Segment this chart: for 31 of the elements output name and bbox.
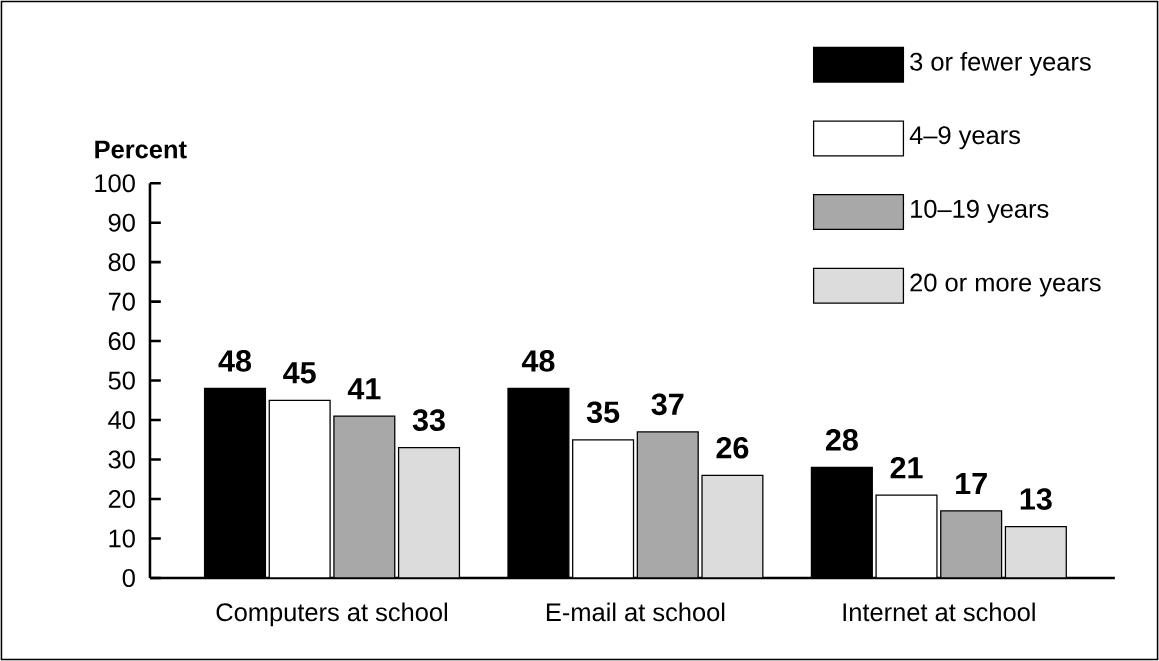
legend-label: 20 or more years — [910, 273, 1101, 297]
y-tick-label: 0 — [122, 568, 135, 587]
data-label: 13 — [1020, 488, 1052, 510]
data-label: 21 — [890, 456, 923, 479]
y-tick-label: 60 — [108, 332, 135, 351]
data-label: 48 — [218, 350, 252, 372]
y-tick-label: 90 — [108, 213, 135, 232]
x-tick-label: E-mail at school — [546, 602, 725, 622]
y-tick-label: 40 — [108, 411, 135, 430]
data-label: 45 — [283, 362, 316, 384]
legend-label: 4–9 years — [909, 126, 1021, 150]
legend-label: 3 or fewer years — [910, 52, 1091, 76]
y-tick-label: 30 — [108, 450, 135, 469]
y-tick-label: 50 — [108, 371, 135, 390]
data-label: 33 — [412, 409, 445, 431]
y-tick-label: 80 — [108, 253, 135, 272]
y-tick-label: 10 — [109, 529, 135, 548]
data-label: 35 — [586, 401, 620, 424]
legend-label: 10–19 years — [911, 199, 1049, 223]
y-tick-label: 20 — [108, 490, 135, 509]
x-tick-label: Internet at school — [843, 602, 1035, 622]
y-tick-label: 70 — [108, 292, 135, 311]
x-tick-label: Computers at school — [216, 602, 447, 627]
data-label: 48 — [521, 350, 555, 372]
data-label: 26 — [716, 436, 749, 459]
data-label: 41 — [347, 378, 381, 400]
data-label: 28 — [825, 429, 858, 451]
data-label: 17 — [956, 473, 987, 495]
y-axis-title: Percent — [95, 140, 187, 159]
data-label: 37 — [651, 393, 684, 416]
y-tick-label: 100 — [95, 174, 135, 193]
